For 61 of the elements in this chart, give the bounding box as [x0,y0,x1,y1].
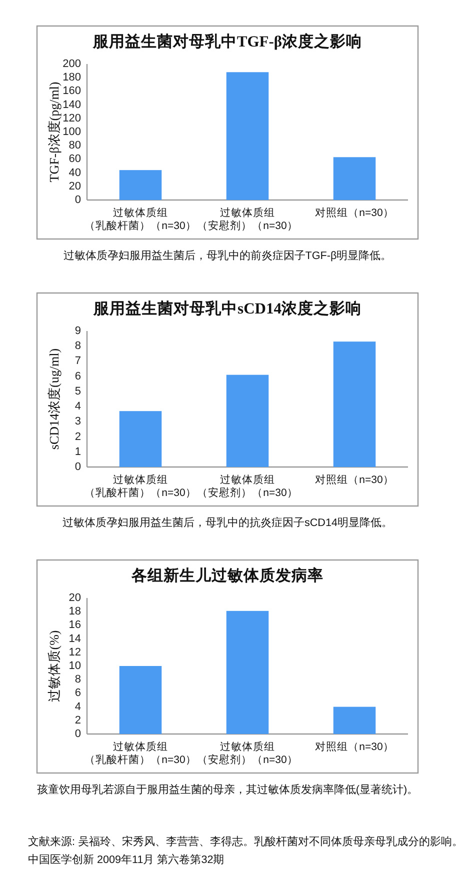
y-tick-label: 0 [74,728,81,740]
y-tick-label: 20 [68,592,81,604]
y-tick-label: 12 [68,646,81,658]
y-tick-label: 2 [74,430,81,443]
y-axis-title: TGF-β浓度(pg/ml) [46,82,62,182]
y-tick-label: 60 [68,153,81,166]
x-tick-label: 过敏体质组（安慰剂）（n=30） [197,473,298,499]
y-tick-label: 9 [74,325,81,337]
y-tick-label: 0 [74,194,81,206]
bar [119,170,162,200]
y-tick-label: 140 [62,98,81,111]
y-tick-label: 40 [68,166,81,179]
y-tick-label: 0 [74,461,81,473]
x-tick-label: 过敏体质组（安慰剂）（n=30） [197,740,298,766]
bar [226,72,269,200]
y-tick-label: 120 [62,112,81,124]
y-tick-label: 100 [62,126,81,138]
text: 孩童饮用母乳若源自于服用益生菌的母亲，其过敏体质发病率降低(显著统计)。 [36,783,418,796]
y-tick-label: 20 [68,180,81,192]
x-tick-label: 过敏体质组（乳酸杆菌）（n=30） [84,206,196,232]
y-tick-label: 4 [74,700,81,713]
text: 文献来源: 吴福玲、宋秀风、李营营、李得志。乳酸杆菌对不同体质母亲母乳成分的影响。 [28,835,462,848]
x-tick-label: 过敏体质组（乳酸杆菌）（n=30） [84,473,196,499]
bar [226,374,269,467]
y-tick-label: 80 [68,140,81,152]
text: 过敏体质孕妇服用益生菌后，母乳中的抗炎症因子sCD14明显降低。 [62,516,393,529]
y-tick-label: 8 [74,340,81,352]
x-tick-label: 过敏体质组（安慰剂）（n=30） [197,206,298,232]
y-tick-label: 14 [68,632,81,645]
bar [333,706,376,734]
y-tick-label: 160 [62,85,81,98]
y-tick-label: 6 [74,370,81,382]
chart-title: 各组新生儿过敏体质发病率 [130,566,324,584]
text: 过敏体质孕妇服用益生菌后，母乳中的前炎症因子TGF-β明显降低。 [63,249,392,262]
chart-title: 服用益生菌对母乳中sCD14浓度之影响 [92,298,362,318]
y-tick-label: 5 [74,385,81,398]
chart-title: 服用益生菌对母乳中TGF-β浓度之影响 [92,32,362,50]
y-tick-label: 10 [68,660,81,672]
bar [333,342,376,467]
y-tick-label: 18 [68,606,81,618]
y-tick-label: 4 [74,400,81,413]
y-axis-title: sCD14浓度(ug/ml) [46,348,62,450]
y-tick-label: 7 [74,355,81,368]
y-tick-label: 16 [68,619,81,632]
y-tick-label: 3 [74,416,81,428]
x-tick-label: 对照组（n=30） [315,206,394,219]
y-tick-label: 200 [62,58,81,70]
x-tick-label: 对照组（n=30） [315,740,394,753]
y-tick-label: 1 [74,446,81,458]
bar [226,610,269,734]
text: 中国医学创新 2009年11月 第六卷第32期 [28,853,224,866]
bar [119,666,162,734]
x-tick-label: 对照组（n=30） [315,473,394,486]
bar [119,411,162,467]
x-tick-label: 过敏体质组（乳酸杆菌）（n=30） [84,740,196,766]
y-tick-label: 6 [74,687,81,700]
y-tick-label: 180 [62,72,81,84]
y-tick-label: 2 [74,714,81,726]
y-tick-label: 8 [74,674,81,686]
bar [333,157,376,200]
y-axis-title: 过敏体质(%) [46,630,62,702]
